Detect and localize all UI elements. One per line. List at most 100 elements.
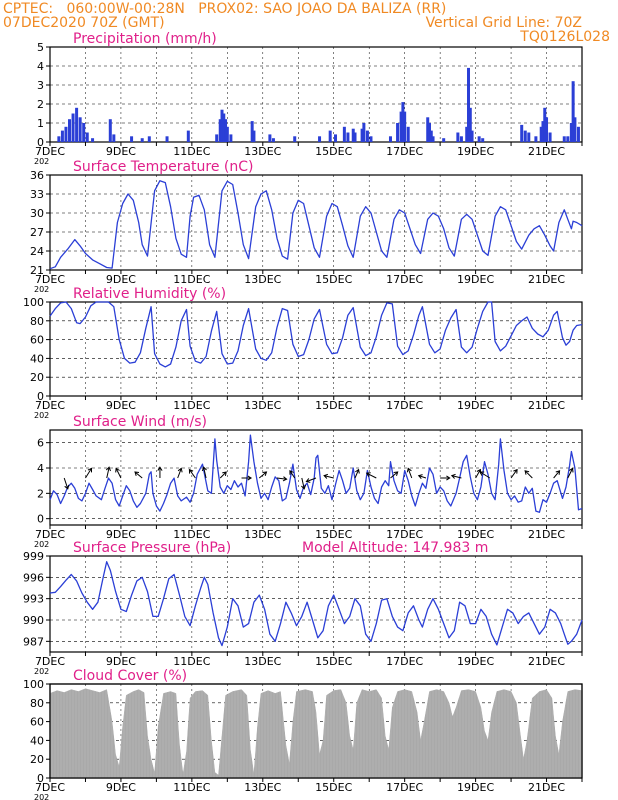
temp-title: Surface Temperature (nC)	[73, 159, 254, 175]
wind-arrow-head	[177, 467, 183, 473]
precip-bar	[220, 109, 224, 142]
wind-arrow	[134, 471, 143, 479]
wind-arrow-head	[64, 484, 70, 490]
precip-xtick-label: 19DEC	[457, 145, 494, 158]
precip-bar	[82, 123, 86, 142]
cloud-cover-area	[49, 688, 583, 779]
pressure-year-stub: 202	[34, 667, 49, 676]
cloud-xtick-label: 9DEC	[106, 781, 136, 794]
precip-bar	[91, 138, 95, 142]
rh-xtick-label: 15DEC	[315, 399, 352, 412]
temp-xtick-label: 7DEC	[35, 273, 65, 286]
precip-bar	[571, 81, 575, 142]
precip-bar	[467, 67, 471, 142]
precip-ytick-label: 0	[37, 136, 44, 149]
precip-frame	[49, 46, 583, 143]
precip-bar	[293, 136, 297, 142]
rh-xtick-label: 11DEC	[173, 399, 210, 412]
precip-xtick-label: 13DEC	[244, 145, 281, 158]
precip-bar	[548, 132, 552, 142]
rh-ytick-label: 20	[30, 371, 44, 384]
cloud-xtick-label: 13DEC	[244, 781, 281, 794]
wind-xtick-label: 15DEC	[315, 528, 352, 541]
precip-bar	[318, 136, 322, 142]
pressure-xtick-label: 17DEC	[386, 655, 423, 668]
rh-xtick-label: 7DEC	[35, 399, 65, 412]
temp-year-stub: 202	[34, 285, 49, 294]
wind-arrow-head	[323, 473, 329, 479]
cloud-xtick-label: 11DEC	[173, 781, 210, 794]
precip-bar	[112, 134, 116, 142]
cloud-ytick-label: 60	[30, 716, 44, 729]
cloud-ytick-label: 0	[37, 772, 44, 785]
precip-ytick-label: 3	[37, 79, 44, 92]
wind-arrow-head	[301, 484, 307, 490]
rh-xtick-label: 9DEC	[106, 399, 136, 412]
pressure-series-line	[49, 561, 583, 647]
wind-arrow	[451, 475, 462, 479]
rh-xtick-label: 13DEC	[244, 399, 281, 412]
precip-bar	[271, 138, 275, 142]
precip-bar	[215, 134, 219, 142]
temp-xtick-label: 13DEC	[244, 273, 281, 286]
precip-bar	[360, 128, 364, 142]
precip-bar	[369, 136, 373, 142]
cloud-xtick-label: 19DEC	[457, 781, 494, 794]
wind-arrow	[189, 469, 196, 479]
wind-arrow	[354, 469, 360, 479]
precip-bar	[334, 134, 338, 142]
cloud-ytick-label: 40	[30, 734, 44, 747]
temp-frame	[49, 174, 583, 271]
header-grid-line-note: Vertical Grid Line: 70Z	[425, 15, 582, 31]
wind-frame	[49, 429, 583, 526]
precip-bar	[362, 123, 366, 142]
precip-bar	[140, 138, 144, 142]
precip-bar	[60, 130, 64, 142]
precip-bar	[576, 126, 580, 142]
precip-bar	[573, 117, 577, 142]
precip-bar	[401, 102, 405, 142]
precip-bar	[351, 128, 355, 142]
precip-bar	[85, 132, 89, 142]
precip-bar	[541, 121, 545, 142]
wind-arrow	[276, 477, 287, 480]
pressure-ytick-label: 990	[23, 614, 44, 627]
cloud-ytick-label: 20	[30, 753, 44, 766]
cloud-xtick-label: 15DEC	[315, 781, 352, 794]
precip-bar	[459, 136, 463, 142]
precip-xtick-label: 17DEC	[386, 145, 423, 158]
wind-arrow-head	[524, 470, 530, 475]
wind-arrow	[479, 471, 491, 479]
cloud-xtick-label: 21DEC	[528, 781, 565, 794]
wind-arrow-head	[406, 467, 412, 473]
wind-arrow-head	[201, 466, 207, 472]
wind-arrow-head	[289, 470, 294, 475]
precip-xtick-label: 21DEC	[528, 145, 565, 158]
rh-year-stub: 202	[34, 411, 49, 420]
wind-arrow	[106, 467, 110, 479]
precip-bar	[470, 130, 474, 142]
wind-xtick-label: 7DEC	[35, 528, 65, 541]
precip-bar	[64, 126, 68, 142]
rh-ytick-label: 40	[30, 352, 44, 365]
precip-ytick-label: 1	[37, 117, 44, 130]
temp-xtick-label: 19DEC	[457, 273, 494, 286]
precip-year-stub: 202	[34, 157, 49, 166]
precip-bar	[520, 124, 524, 142]
wind-arrow-head	[115, 467, 120, 473]
precip-bar	[426, 117, 430, 142]
temp-xtick-label: 15DEC	[315, 273, 352, 286]
wind-arrow	[475, 469, 481, 479]
wind-arrow	[203, 467, 207, 479]
precip-bar	[165, 136, 169, 142]
precip-xtick-label: 7DEC	[35, 145, 65, 158]
rh-frame	[49, 301, 583, 397]
precip-bar	[545, 117, 549, 142]
wind-arrow-head	[479, 471, 485, 476]
wind-arrow-head	[222, 471, 227, 477]
temp-ytick-label: 24	[30, 245, 44, 258]
wind-arrow-head	[450, 473, 456, 479]
precip-bar	[388, 136, 392, 142]
rh-ytick-label: 100	[23, 296, 44, 309]
